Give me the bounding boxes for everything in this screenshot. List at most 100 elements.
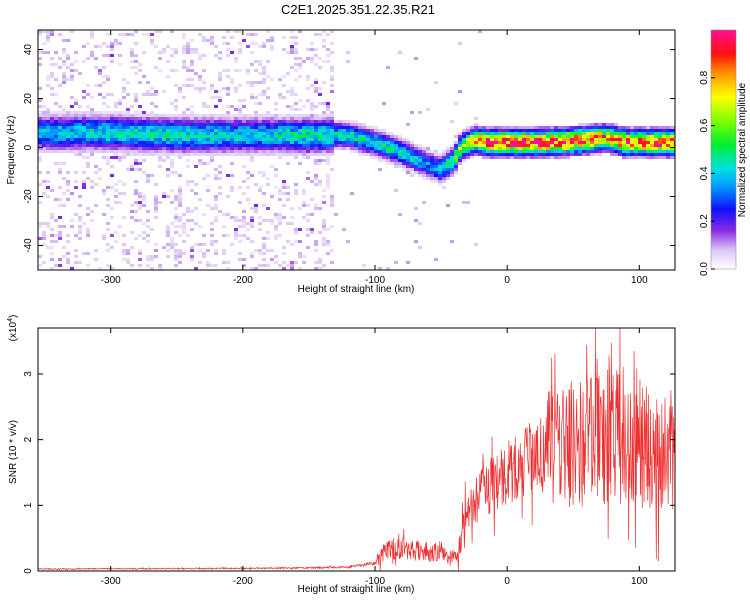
heatmap-cell: [402, 138, 406, 141]
heatmap-cell: [74, 69, 78, 72]
heatmap-cell: [58, 150, 62, 153]
heatmap-cell: [434, 153, 438, 156]
heatmap-cell: [454, 135, 458, 138]
heatmap-cell: [302, 153, 306, 156]
heatmap-cell: [650, 144, 654, 147]
heatmap-cell: [226, 93, 230, 96]
heatmap-cell: [374, 156, 378, 159]
heatmap-cell: [298, 114, 302, 117]
heatmap-cell: [58, 204, 62, 207]
heatmap-cell: [222, 123, 226, 126]
heatmap-cell: [106, 105, 110, 108]
heatmap-cell: [666, 141, 670, 144]
heatmap-cell: [558, 126, 562, 129]
heatmap-cell: [658, 156, 662, 159]
heatmap-cell: [246, 153, 250, 156]
heatmap-cell: [602, 135, 606, 138]
heatmap-cell: [190, 132, 194, 135]
heatmap-cell: [38, 99, 42, 102]
heatmap-cell: [406, 123, 410, 126]
heatmap-cell: [198, 78, 202, 81]
heatmap-cell: [314, 150, 318, 153]
heatmap-cell: [362, 132, 366, 135]
heatmap-cell: [490, 153, 494, 156]
heatmap-cell: [202, 138, 206, 141]
heatmap-cell: [458, 135, 462, 138]
heatmap-cell: [122, 87, 126, 90]
heatmap-cell: [426, 165, 430, 168]
heatmap-cell: [82, 186, 86, 189]
heatmap-cell: [538, 156, 542, 159]
heatmap-cell: [242, 150, 246, 153]
heatmap-cell: [238, 111, 242, 114]
heatmap-cell: [42, 243, 46, 246]
heatmap-cell: [366, 144, 370, 147]
heatmap-cell: [186, 108, 190, 111]
heatmap-cell: [150, 120, 154, 123]
heatmap-cell: [534, 156, 538, 159]
heatmap-cell: [458, 144, 462, 147]
heatmap-cell: [242, 117, 246, 120]
heatmap-cell: [266, 120, 270, 123]
heatmap-cell: [582, 147, 586, 150]
heatmap-cell: [458, 162, 462, 165]
heatmap-cell: [350, 141, 354, 144]
heatmap-cell: [210, 129, 214, 132]
heatmap-cell: [182, 135, 186, 138]
heatmap-cell: [190, 228, 194, 231]
heatmap-cell: [234, 144, 238, 147]
heatmap-cell: [590, 123, 594, 126]
heatmap-cell: [86, 129, 90, 132]
heatmap-cell: [138, 135, 142, 138]
heatmap-cell: [242, 234, 246, 237]
heatmap-cell: [614, 135, 618, 138]
heatmap-cell: [58, 138, 62, 141]
heatmap-cell: [250, 147, 254, 150]
heatmap-cell: [302, 132, 306, 135]
heatmap-cell: [62, 51, 66, 54]
heatmap-cell: [234, 234, 238, 237]
heatmap-cell: [262, 90, 266, 93]
heatmap-cell: [142, 117, 146, 120]
heatmap-cell: [550, 135, 554, 138]
heatmap-cell: [262, 258, 266, 261]
heatmap-cell: [306, 57, 310, 60]
heatmap-cell: [614, 150, 618, 153]
heatmap-cell: [294, 93, 298, 96]
heatmap-cell: [98, 144, 102, 147]
heatmap-cell: [130, 114, 134, 117]
heatmap-cell: [202, 54, 206, 57]
colorbar: 0.00.20.40.60.8 Normalized spectral ampl…: [699, 29, 748, 276]
heatmap-cell: [198, 87, 202, 90]
heatmap-cell: [106, 111, 110, 114]
heatmap-cell: [186, 45, 190, 48]
heatmap-cell: [182, 126, 186, 129]
heatmap-cell: [578, 141, 582, 144]
heatmap-cell: [50, 216, 54, 219]
heatmap-cell: [190, 126, 194, 129]
heatmap-cell: [282, 186, 286, 189]
heatmap-cell: [238, 123, 242, 126]
heatmap-cell: [270, 258, 274, 261]
heatmap-cell: [154, 105, 158, 108]
heatmap-cell: [346, 240, 350, 243]
heatmap-cell: [250, 255, 254, 258]
heatmap-cell: [134, 60, 138, 63]
heatmap-cell: [246, 198, 250, 201]
heatmap-cell: [586, 150, 590, 153]
heatmap-cell: [298, 135, 302, 138]
heatmap-cell: [598, 123, 602, 126]
heatmap-cell: [234, 153, 238, 156]
heatmap-cell: [298, 63, 302, 66]
heatmap-cell: [254, 147, 258, 150]
heatmap-cell: [82, 129, 86, 132]
heatmap-cell: [146, 258, 150, 261]
heatmap-cell: [138, 69, 142, 72]
heatmap-cell: [74, 213, 78, 216]
heatmap-cell: [214, 147, 218, 150]
heatmap-cell: [118, 132, 122, 135]
heatmap-cell: [126, 261, 130, 264]
heatmap-cell: [198, 57, 202, 60]
heatmap-cell: [314, 204, 318, 207]
